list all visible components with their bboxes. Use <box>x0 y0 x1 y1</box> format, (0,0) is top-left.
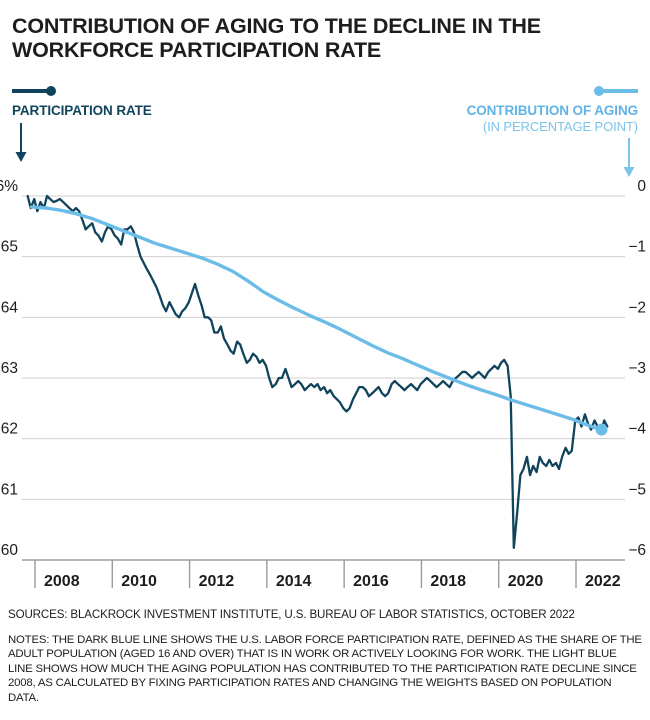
left-axis-tick-label: 62 <box>1 421 18 438</box>
left-axis-tick-label: 61 <box>1 481 18 498</box>
right-axis-tick-label: −5 <box>628 481 646 498</box>
left-axis-tick-label: 60 <box>1 542 19 559</box>
legend-line-icon <box>12 89 54 93</box>
legend-arrow-down-left <box>12 122 242 163</box>
left-axis-ticks: 66% 65 64 63 62 61 60 <box>0 178 18 559</box>
x-axis-tick-label: 2020 <box>508 573 544 590</box>
right-axis-tick-label: −6 <box>628 542 646 559</box>
x-axis-tick-label: 2016 <box>353 573 389 590</box>
legend-sublabel-contribution-of-aging: (IN PERCENTAGE POINT) <box>482 118 638 134</box>
right-axis-tick-label: −2 <box>628 299 646 316</box>
right-axis-tick-label: −1 <box>628 239 646 256</box>
right-axis-tick-label: 0 <box>637 178 646 195</box>
left-axis-tick-label: 66% <box>0 178 18 195</box>
x-axis-tick-label: 2018 <box>430 573 466 590</box>
notes-text: NOTES: THE DARK BLUE LINE SHOWS THE U.S.… <box>8 634 642 704</box>
legend-marker-participation-rate <box>12 84 242 98</box>
legend-contribution-of-aging: CONTRIBUTION OF AGING (IN PERCENTAGE POI… <box>338 84 638 178</box>
chart-area: 66% 65 64 63 62 61 60 0 −1 −2 −3 −4 −5 −6 2008 2010 2012… <box>0 176 650 596</box>
x-axis-ticks: 2008 2010 2012 2014 2016 2018 2020 2022 <box>34 560 621 590</box>
left-axis-tick-label: 64 <box>1 299 19 316</box>
legend-dot-icon <box>594 85 604 96</box>
sources-text: SOURCES: BLACKROCK INVESTMENT INSTITUTE,… <box>8 608 575 621</box>
series-end-dot <box>595 423 608 436</box>
right-axis-ticks: 0 −1 −2 −3 −4 −5 −6 <box>628 178 646 559</box>
x-axis-tick-label: 2022 <box>585 573 621 590</box>
legend-label-contribution-of-aging: CONTRIBUTION OF AGING <box>466 103 638 118</box>
series-line-contribution-of-aging <box>29 205 604 432</box>
x-axis-tick-label: 2012 <box>199 573 235 590</box>
right-axis-tick-label: −3 <box>628 360 646 377</box>
line-chart: 66% 65 64 63 62 61 60 0 −1 −2 −3 −4 −5 −6 2008 2010 2012… <box>0 178 646 590</box>
legend-dot-icon <box>46 85 56 96</box>
series-line-participation-rate <box>26 194 609 550</box>
left-axis-tick-label: 65 <box>1 239 18 256</box>
right-axis-tick-label: −4 <box>628 421 646 438</box>
x-axis-tick-label: 2014 <box>276 573 312 590</box>
footer: SOURCES: BLACKROCK INVESTMENT INSTITUTE,… <box>8 608 642 705</box>
legend-line-icon <box>596 89 638 93</box>
x-axis-tick-label: 2008 <box>44 573 80 590</box>
legend-participation-rate: PARTICIPATION RATE <box>12 84 242 163</box>
left-axis-tick-label: 63 <box>1 360 18 377</box>
x-axis-tick-label: 2010 <box>121 573 157 590</box>
page-title: CONTRIBUTION OF AGING TO THE DECLINE IN … <box>12 14 541 62</box>
legend-arrow-down-right <box>338 137 638 178</box>
legend-marker-contribution-of-aging <box>338 84 638 98</box>
legend-label-participation-rate: PARTICIPATION RATE <box>12 103 152 118</box>
gridlines <box>22 195 625 561</box>
